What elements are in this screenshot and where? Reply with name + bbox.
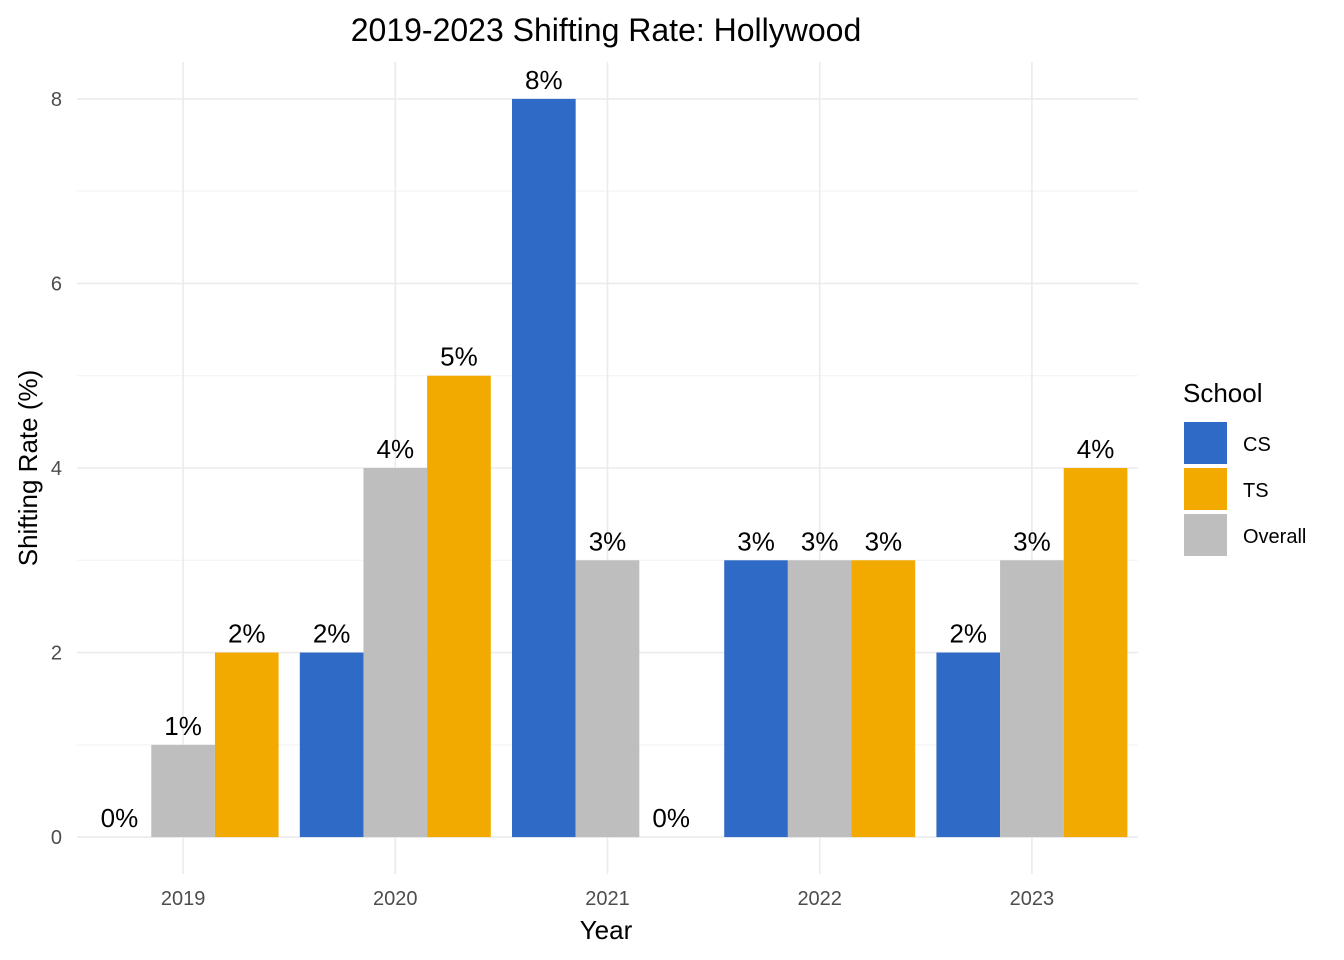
x-tick-label: 2023 [1010,888,1055,910]
bar-cs-2021 [512,98,576,838]
data-labels: 0% 2% 8% 3% 2% 1% 4% 3% 3% 3% 2% 5% 0% 3% 4% [101,65,1115,833]
bar-overall-2019 [151,744,215,838]
data-label-cs-2022: 3% [737,526,775,556]
bar-ts-2019 [214,652,279,838]
bars [151,98,1128,838]
bar-cs-2022 [724,560,788,838]
y-tick-label: 4 [51,458,62,480]
x-axis-title: Year [580,915,633,945]
legend-key-cs [1184,422,1227,464]
bar-overall-2022 [787,560,852,838]
y-tick-label: 0 [51,827,62,849]
legend-label-ts: TS [1243,480,1269,502]
legend-key-ts [1184,468,1227,510]
data-label-overall-2022: 3% [801,526,839,556]
y-axis-title: Shifting Rate (%) [13,370,43,567]
data-label-overall-2019: 1% [164,711,202,741]
bar-ts-2022 [851,560,916,838]
data-label-ts-2020: 5% [440,342,478,372]
legend-title: School [1183,378,1263,408]
bar-overall-2021 [575,560,640,838]
y-tick-label: 6 [51,273,62,295]
y-tick-label: 8 [51,89,62,111]
legend-label-overall: Overall [1243,526,1306,548]
data-label-cs-2019: 0% [101,803,139,833]
data-label-overall-2021: 3% [589,526,627,556]
chart-title: 2019-2023 Shifting Rate: Hollywood [351,12,862,48]
x-tick-label: 2019 [161,888,206,910]
data-label-ts-2023: 4% [1077,434,1115,464]
data-label-ts-2019: 2% [228,619,266,649]
data-label-cs-2023: 2% [949,619,987,649]
y-axis-ticks: 0 2 4 6 8 [51,89,62,849]
bar-ts-2023 [1063,468,1128,838]
legend: School CS TS Overall [1183,378,1306,556]
data-label-ts-2022: 3% [865,526,903,556]
bar-cs-2020 [299,652,364,838]
data-label-ts-2021: 0% [652,803,690,833]
data-label-overall-2020: 4% [377,434,415,464]
bar-ts-2020 [427,375,491,838]
bar-overall-2023 [1000,560,1064,838]
x-tick-label: 2020 [373,888,418,910]
data-label-overall-2023: 3% [1013,526,1051,556]
y-tick-label: 2 [51,643,62,665]
data-label-cs-2021: 8% [525,65,563,95]
bar-cs-2023 [936,652,1001,838]
legend-key-overall [1184,514,1227,556]
legend-label-cs: CS [1243,434,1271,456]
x-tick-label: 2022 [797,888,842,910]
x-tick-label: 2021 [585,888,630,910]
x-axis-ticks: 2019 2020 2021 2022 2023 [161,888,1054,910]
bar-overall-2020 [363,468,428,838]
data-label-cs-2020: 2% [313,619,351,649]
